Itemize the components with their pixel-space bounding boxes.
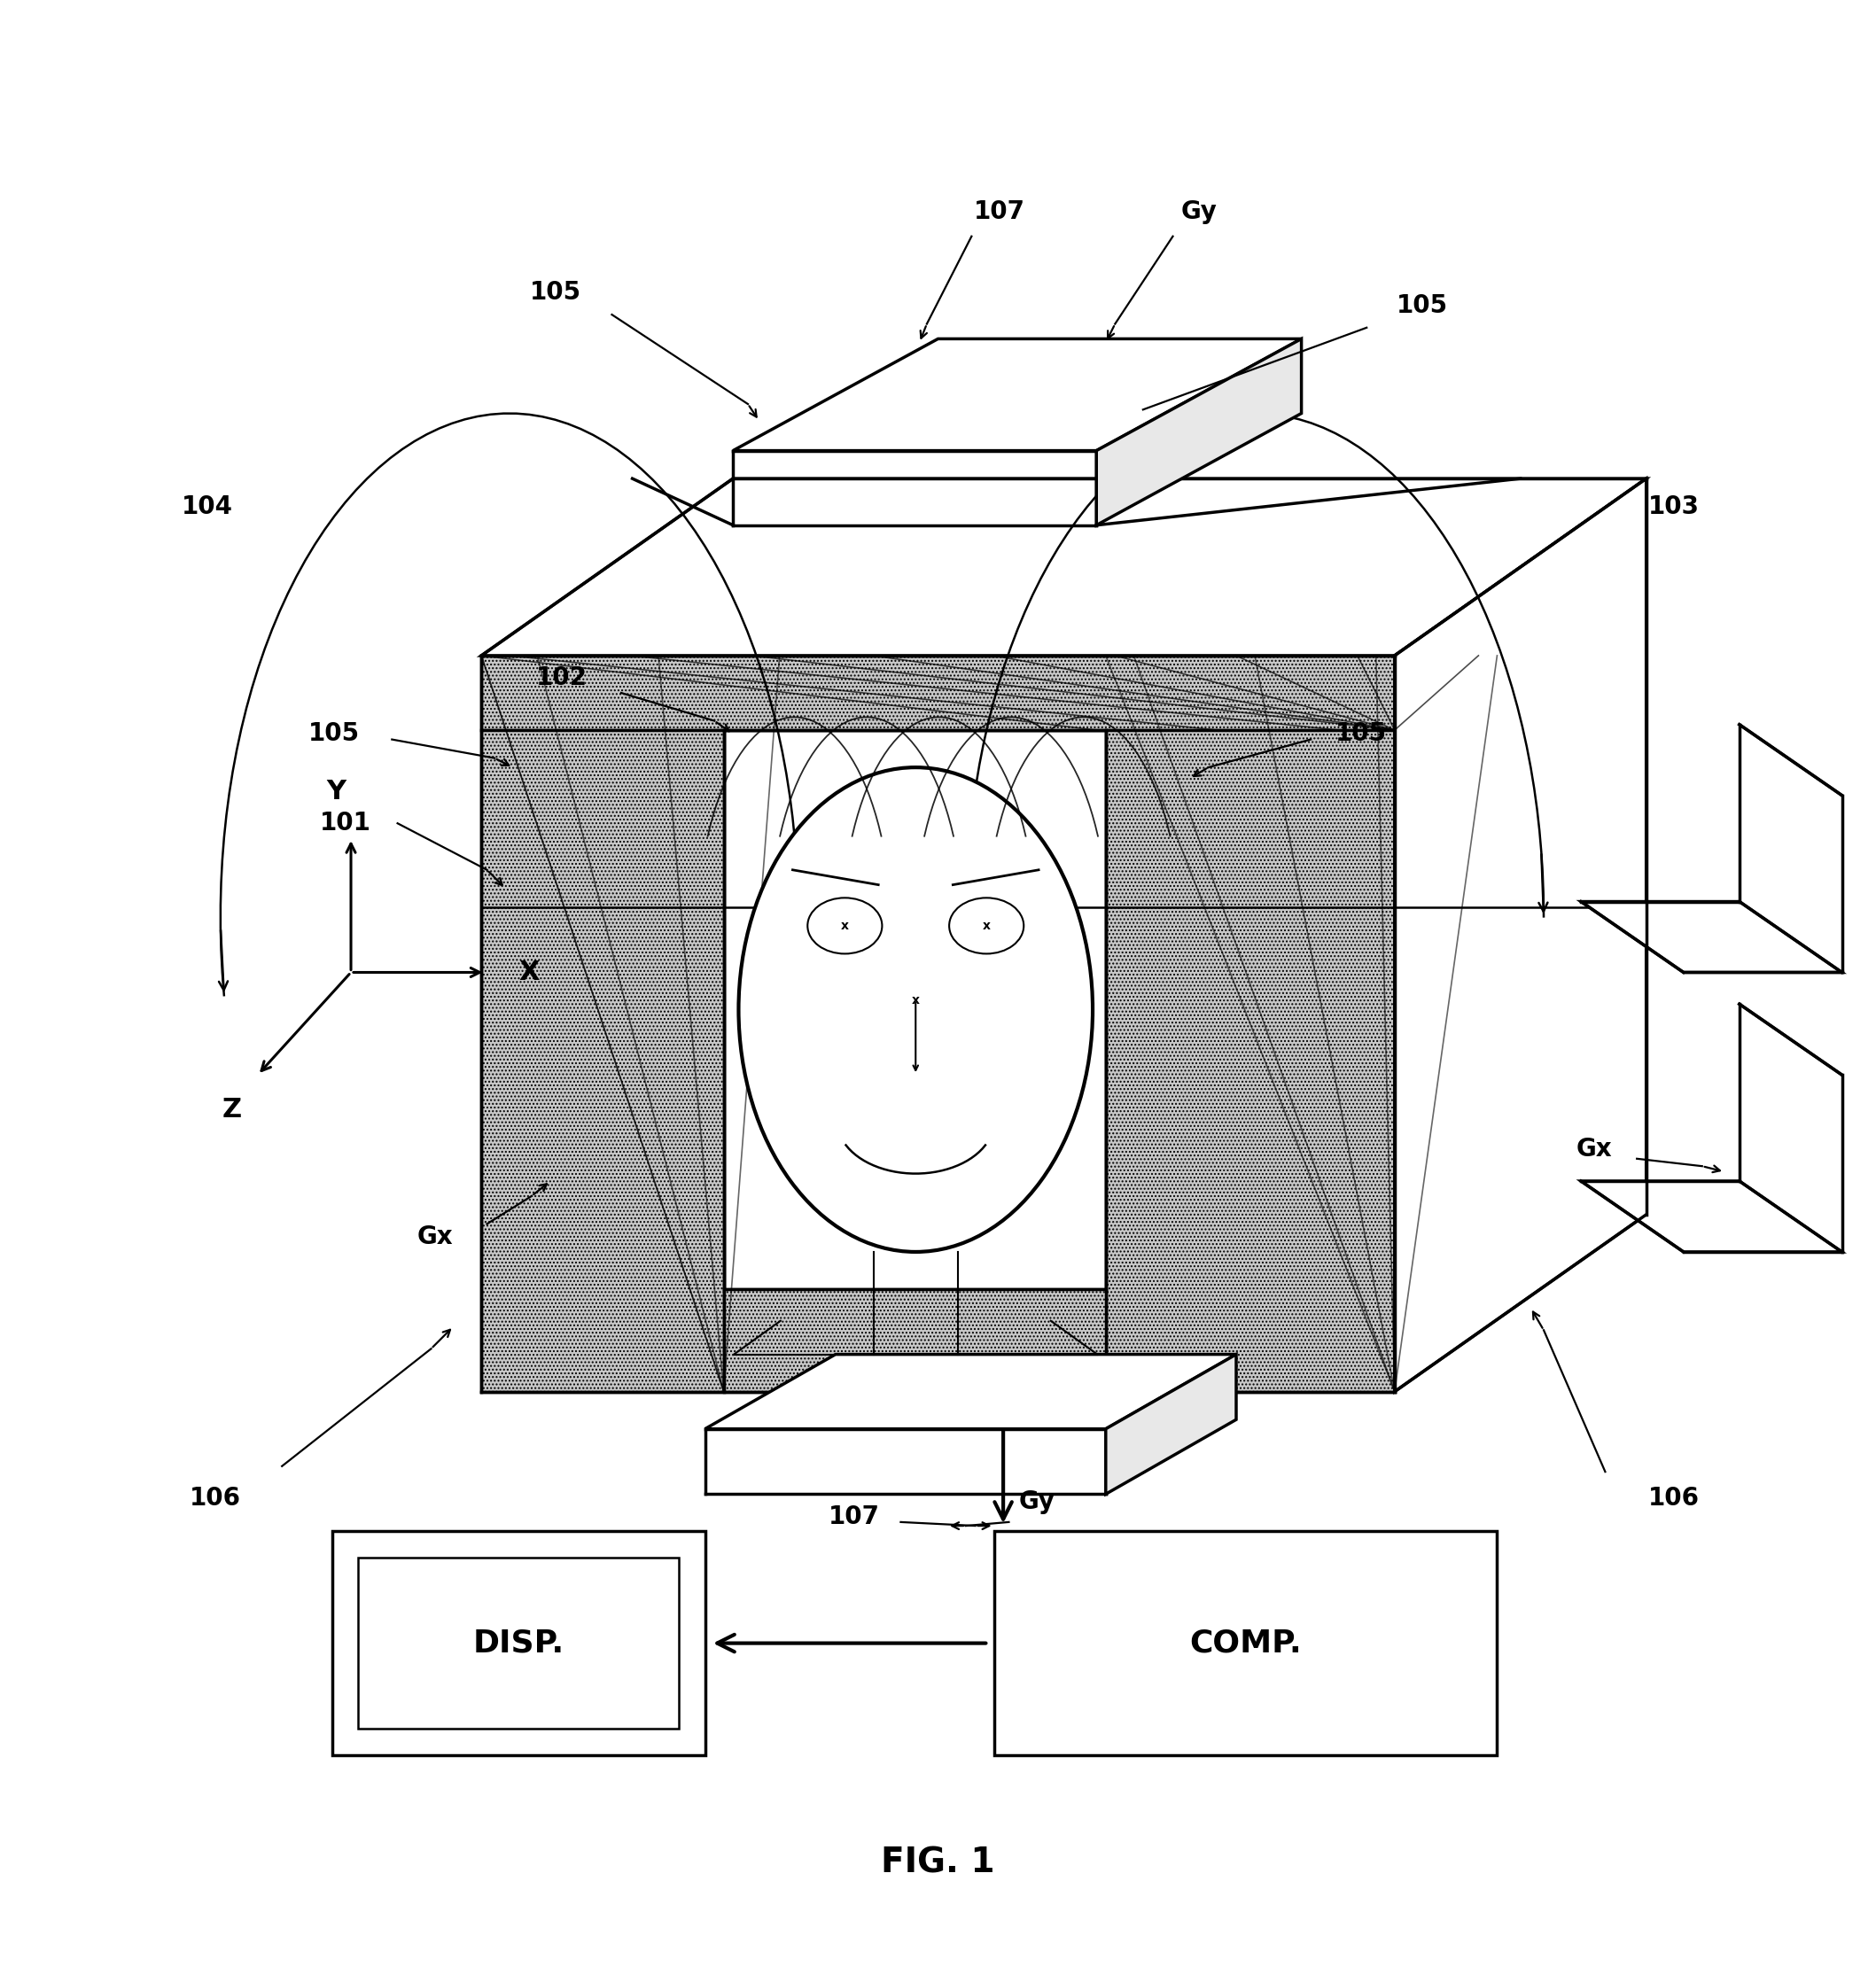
Text: x: x: [983, 920, 991, 932]
Text: Gy: Gy: [1180, 200, 1218, 224]
Text: 105: 105: [308, 721, 360, 747]
Text: Gy: Gy: [1019, 1488, 1054, 1514]
Polygon shape: [724, 1288, 1105, 1391]
Text: COMP.: COMP.: [1189, 1627, 1302, 1659]
Polygon shape: [1581, 1181, 1842, 1253]
Polygon shape: [1105, 729, 1394, 1391]
Text: 105: 105: [1336, 721, 1386, 747]
Bar: [724, 729, 1105, 1288]
Text: 106: 106: [1649, 1485, 1700, 1510]
Ellipse shape: [807, 898, 882, 953]
Text: Z: Z: [221, 1098, 242, 1124]
Polygon shape: [482, 729, 724, 1391]
Polygon shape: [1096, 339, 1302, 525]
Polygon shape: [705, 1354, 1236, 1429]
Text: 105: 105: [531, 279, 582, 305]
Text: 103: 103: [1649, 494, 1700, 519]
Polygon shape: [1394, 478, 1647, 1391]
Bar: [994, 1532, 1497, 1754]
Text: Y: Y: [326, 779, 345, 805]
Polygon shape: [482, 478, 1647, 656]
Text: 106: 106: [189, 1485, 240, 1510]
Polygon shape: [1105, 1354, 1236, 1494]
Text: DISP.: DISP.: [473, 1627, 565, 1659]
Polygon shape: [482, 656, 1394, 729]
Text: 107: 107: [974, 200, 1024, 224]
Text: x: x: [840, 920, 848, 932]
Text: 101: 101: [319, 811, 371, 836]
Text: 102: 102: [537, 666, 587, 690]
Polygon shape: [1581, 902, 1842, 973]
Text: 105: 105: [1398, 293, 1448, 317]
Ellipse shape: [739, 767, 1092, 1253]
Text: FIG. 1: FIG. 1: [882, 1845, 994, 1879]
Text: X: X: [518, 959, 540, 985]
Text: x: x: [912, 995, 919, 1007]
Polygon shape: [734, 339, 1302, 450]
Bar: [332, 1532, 705, 1754]
Text: 104: 104: [182, 494, 233, 519]
Ellipse shape: [949, 898, 1024, 953]
Text: Gx: Gx: [1576, 1138, 1611, 1161]
Bar: [358, 1558, 679, 1728]
Text: Gx: Gx: [416, 1225, 452, 1249]
Text: 107: 107: [829, 1504, 880, 1528]
